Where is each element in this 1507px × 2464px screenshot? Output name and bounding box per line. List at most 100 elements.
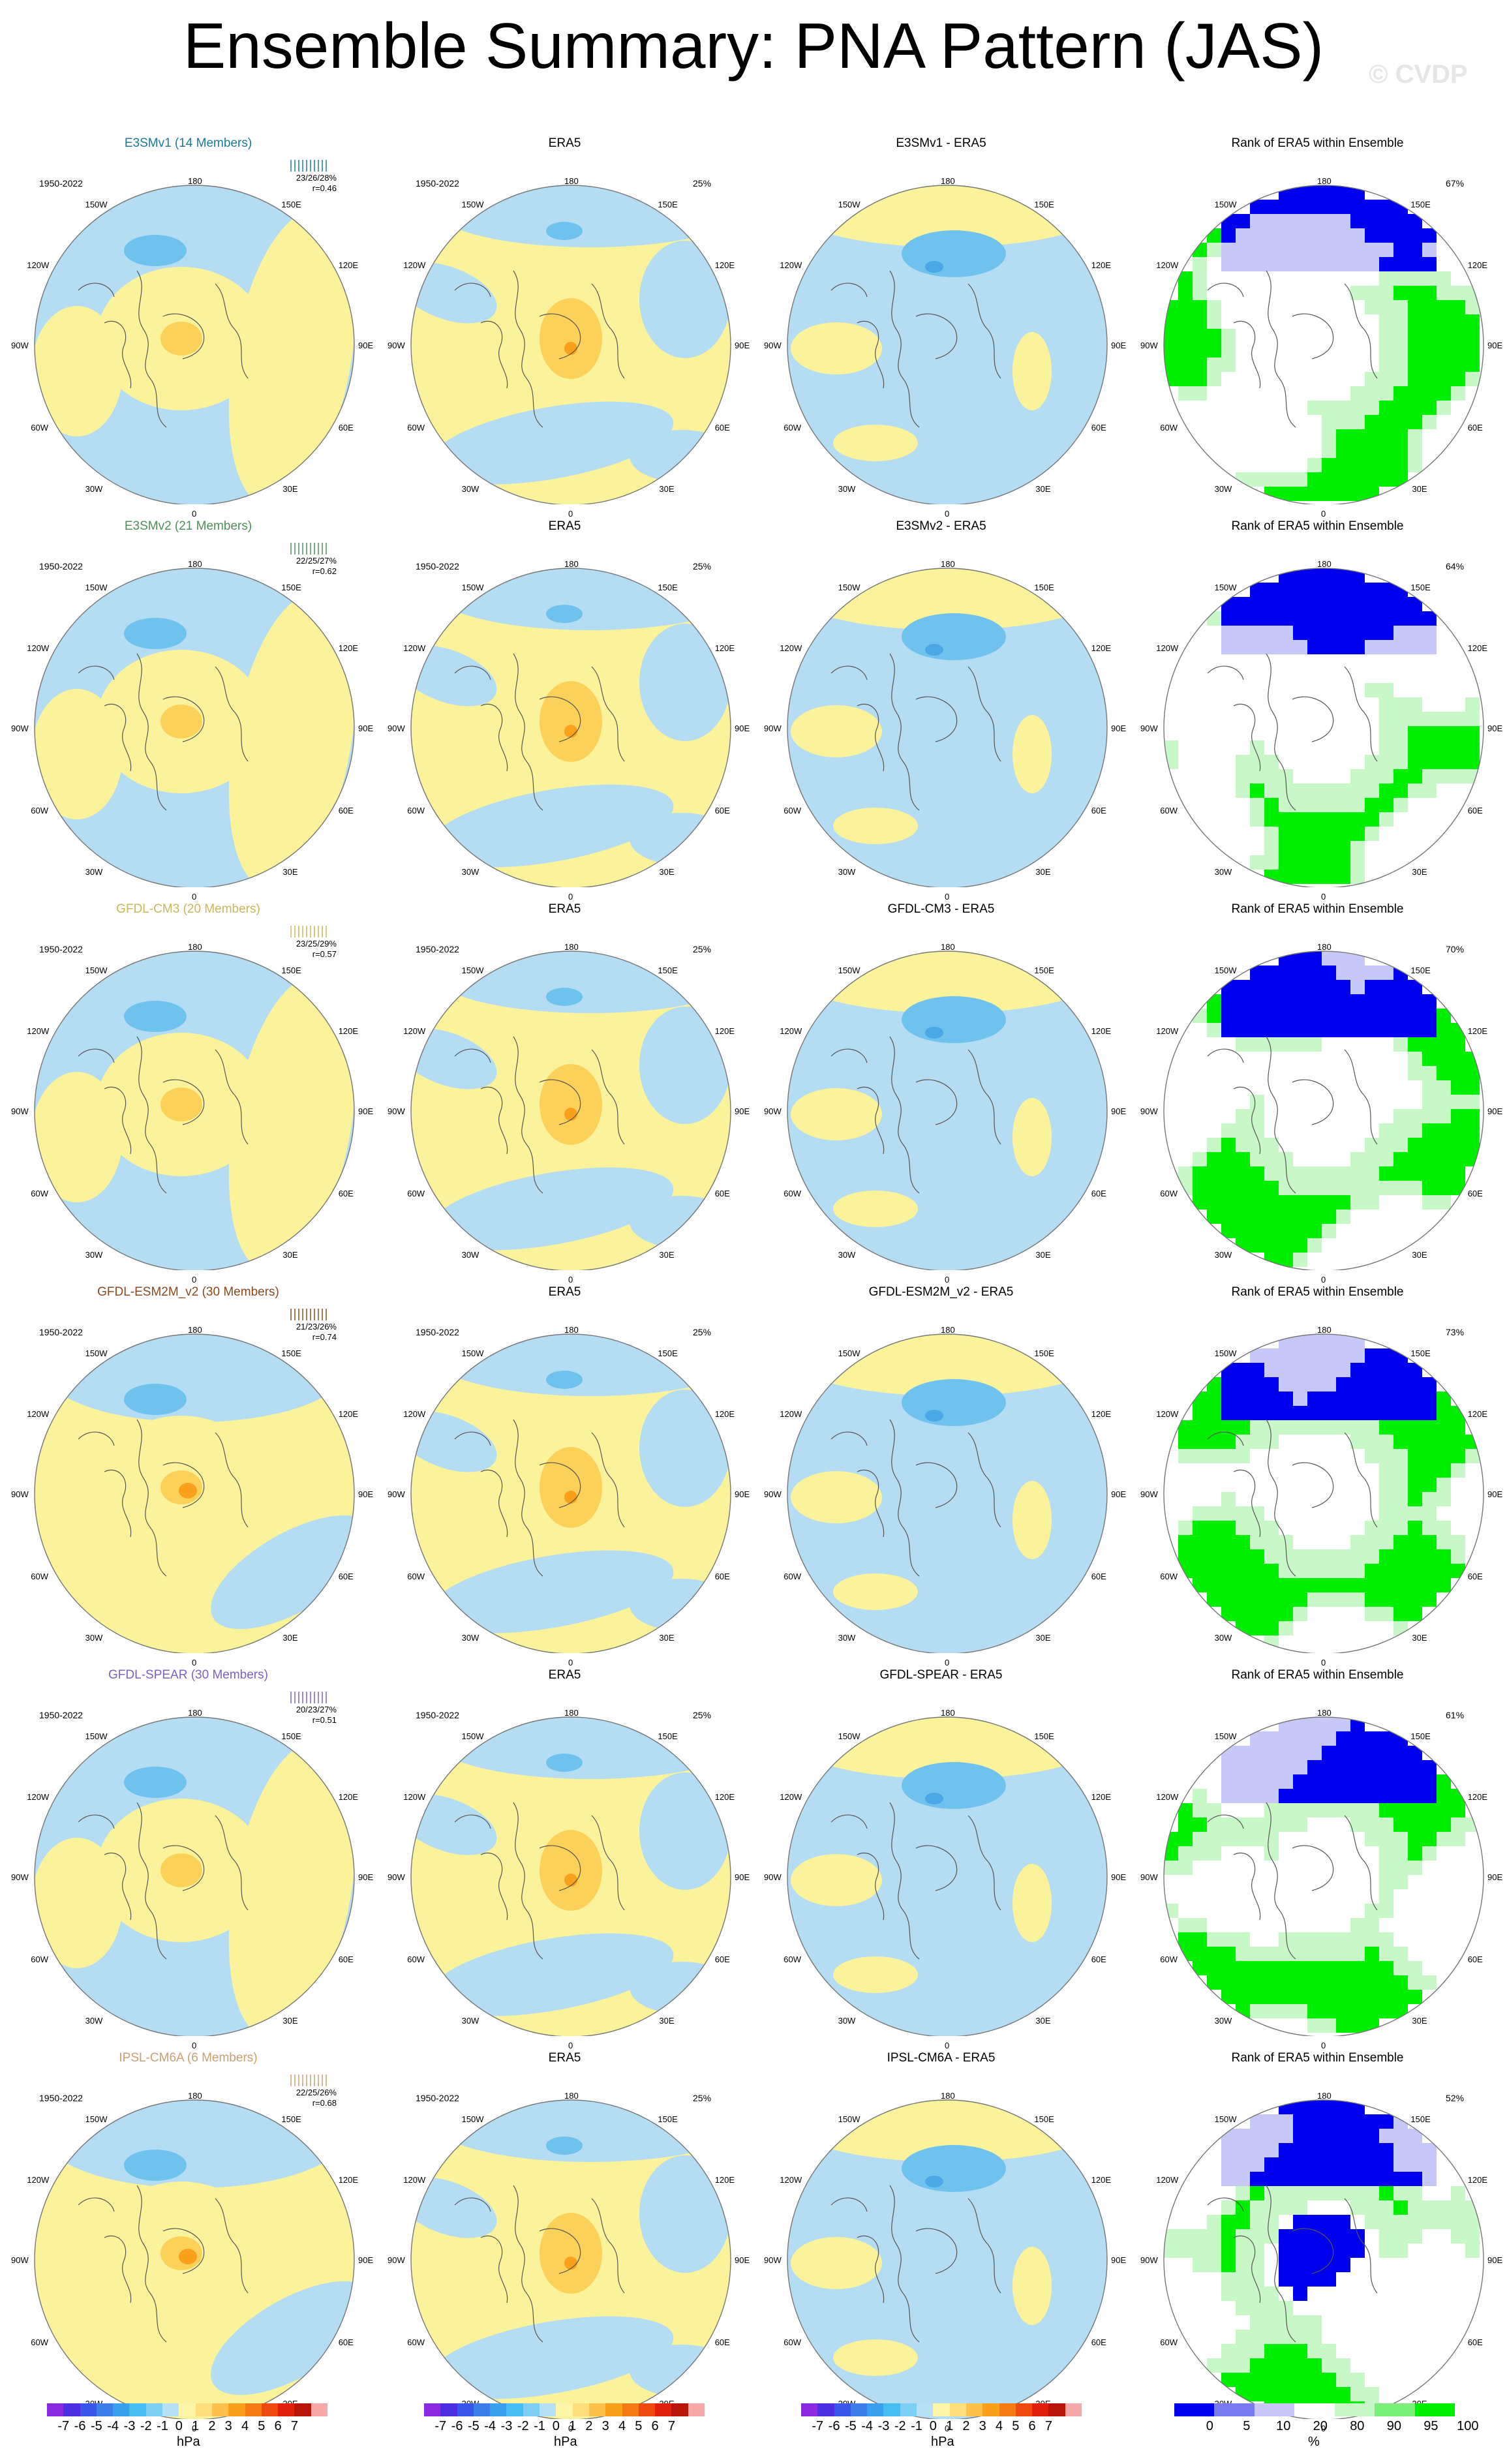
rank-pale-green-cell <box>1393 343 1408 357</box>
rank-high-cell <box>1336 812 1350 827</box>
colorbar-unit: hPa <box>177 2435 200 2449</box>
rank-high-cell <box>1422 401 1437 415</box>
years-label: 1950-2022 <box>39 1710 83 1720</box>
rank-high-cell <box>1236 1578 1250 1592</box>
rank-low-cell <box>1365 2129 1379 2143</box>
coastline <box>857 2235 885 2304</box>
rank-high-cell <box>1393 1549 1408 1564</box>
rank-pale-blue-cell <box>1250 1774 1264 1789</box>
rank-pale-green-cell <box>1322 429 1336 444</box>
rank-low-cell <box>1236 1392 1250 1406</box>
rank-panel-title: Rank of ERA5 within Ensemble <box>1231 902 1404 916</box>
rank-low-cell <box>1279 1009 1293 1023</box>
rank-low-cell <box>1307 1406 1322 1420</box>
rank-low-cell <box>1322 1023 1336 1037</box>
rank-low-cell <box>1264 966 1279 980</box>
rank-high-cell <box>1422 1166 1437 1181</box>
rank-high-cell <box>1408 415 1422 429</box>
colorbar-swatch <box>162 2403 179 2416</box>
rank-pale-green-cell <box>1365 1535 1379 1549</box>
rank-pale-blue-cell <box>1293 1334 1307 1348</box>
rank-high-cell <box>1279 1253 1293 1267</box>
rank-pale-green-cell <box>1393 1492 1408 1506</box>
rank-high-cell <box>1451 329 1465 343</box>
rank-high-cell <box>1236 1152 1250 1166</box>
model-panel-title: E3SMv1 (14 Members) <box>124 136 252 150</box>
longitude-label: 30E <box>282 2015 298 2026</box>
longitude-label: 120E <box>1091 1408 1112 1419</box>
rank-pale-blue-cell <box>1221 257 1236 271</box>
colorbar-tick-label: 1 <box>569 2419 577 2433</box>
longitude-label: 180 <box>188 2091 202 2101</box>
rank-pale-green-cell <box>1379 1152 1393 1166</box>
ensemble-spread-ticks <box>290 2075 327 2086</box>
longitude-label: 0 <box>192 2041 197 2050</box>
colorbar-tick-label: -6 <box>828 2419 840 2433</box>
rank-pale-green-cell <box>1221 2358 1236 2373</box>
rank-pale-green-cell <box>1264 1832 1279 1846</box>
positive-anomaly-region <box>791 1471 882 1523</box>
rank-pale-green-cell <box>1350 286 1365 300</box>
rank-pale-green-cell <box>1250 769 1264 783</box>
rank-high-cell <box>1293 2387 1307 2401</box>
rank-low-cell <box>1293 994 1307 1009</box>
colorbar-tick-label: 7 <box>1044 2419 1052 2433</box>
rank-high-cell <box>1293 1975 1307 1990</box>
years-label: 1950-2022 <box>416 178 459 189</box>
coastline <box>513 270 543 428</box>
longitude-label: 120W <box>780 1791 802 1802</box>
rank-pale-green-cell <box>1379 726 1393 740</box>
rank-pale-green-cell <box>1365 1818 1379 1832</box>
rank-low-cell <box>1293 1774 1307 1789</box>
rank-pale-green-cell <box>1379 372 1393 386</box>
rank-high-cell <box>1250 1195 1264 1209</box>
rank-pale-green-cell <box>1264 2186 1279 2200</box>
rank-pale-green-cell <box>1236 1506 1250 1521</box>
rank-high-cell <box>1322 472 1336 487</box>
longitude-label: 30E <box>282 483 298 494</box>
longitude-label: 120E <box>1091 2174 1112 2185</box>
rank-high-cell <box>1408 386 1422 401</box>
longitude-label: 60W <box>407 422 425 433</box>
coastline <box>591 1432 625 1528</box>
rank-pale-green-cell <box>1178 1521 1193 1535</box>
rank-high-cell <box>1422 1535 1437 1549</box>
longitude-label: 150E <box>281 583 301 593</box>
longitude-label: 180 <box>1317 559 1332 569</box>
longitude-label: 120W <box>1156 260 1179 270</box>
coastline <box>1344 666 1378 762</box>
rank-pale-green-cell <box>1365 1420 1379 1435</box>
rank-high-cell <box>1408 372 1422 386</box>
rank-high-cell <box>1221 1195 1236 1209</box>
coastline <box>513 1802 543 1960</box>
rank-high-cell <box>1379 429 1393 444</box>
rank-pale-green-cell <box>1350 1549 1365 1564</box>
rank-high-cell <box>1207 1435 1221 1449</box>
rank-high-cell <box>1393 1166 1408 1181</box>
rank-low-cell <box>1350 214 1365 228</box>
rank-high-cell <box>1279 1975 1293 1990</box>
rank-pale-green-cell <box>1293 1564 1307 1578</box>
coastline <box>591 666 625 762</box>
coastline <box>830 1814 868 1829</box>
negative-anomaly-region <box>429 1933 674 2016</box>
rank-high-cell <box>1236 1181 1250 1195</box>
rank-low-cell <box>1393 1731 1408 1746</box>
rank-low-cell <box>1350 1392 1365 1406</box>
longitude-label: 0 <box>568 509 573 519</box>
rank-pale-green-cell <box>1307 1803 1322 1818</box>
rank-high-cell <box>1437 1392 1451 1406</box>
longitude-label: 180 <box>941 1708 955 1718</box>
positive-anomaly-region <box>1012 2247 1052 2325</box>
rank-low-cell <box>1250 994 1264 1009</box>
rank-high-cell <box>1408 1166 1422 1181</box>
rank-high-cell <box>1393 1535 1408 1549</box>
rank-high-cell <box>1365 2004 1379 2018</box>
rank-low-cell <box>1408 1392 1422 1406</box>
rank-low-cell <box>1365 1760 1379 1774</box>
negative-anomaly-region <box>630 2345 731 2397</box>
rank-pale-green-cell <box>1322 1181 1336 1195</box>
colorbar-tick-label: -1 <box>157 2419 168 2433</box>
rank-pale-blue-cell <box>1322 1717 1336 1731</box>
rank-high-cell <box>1408 329 1422 343</box>
